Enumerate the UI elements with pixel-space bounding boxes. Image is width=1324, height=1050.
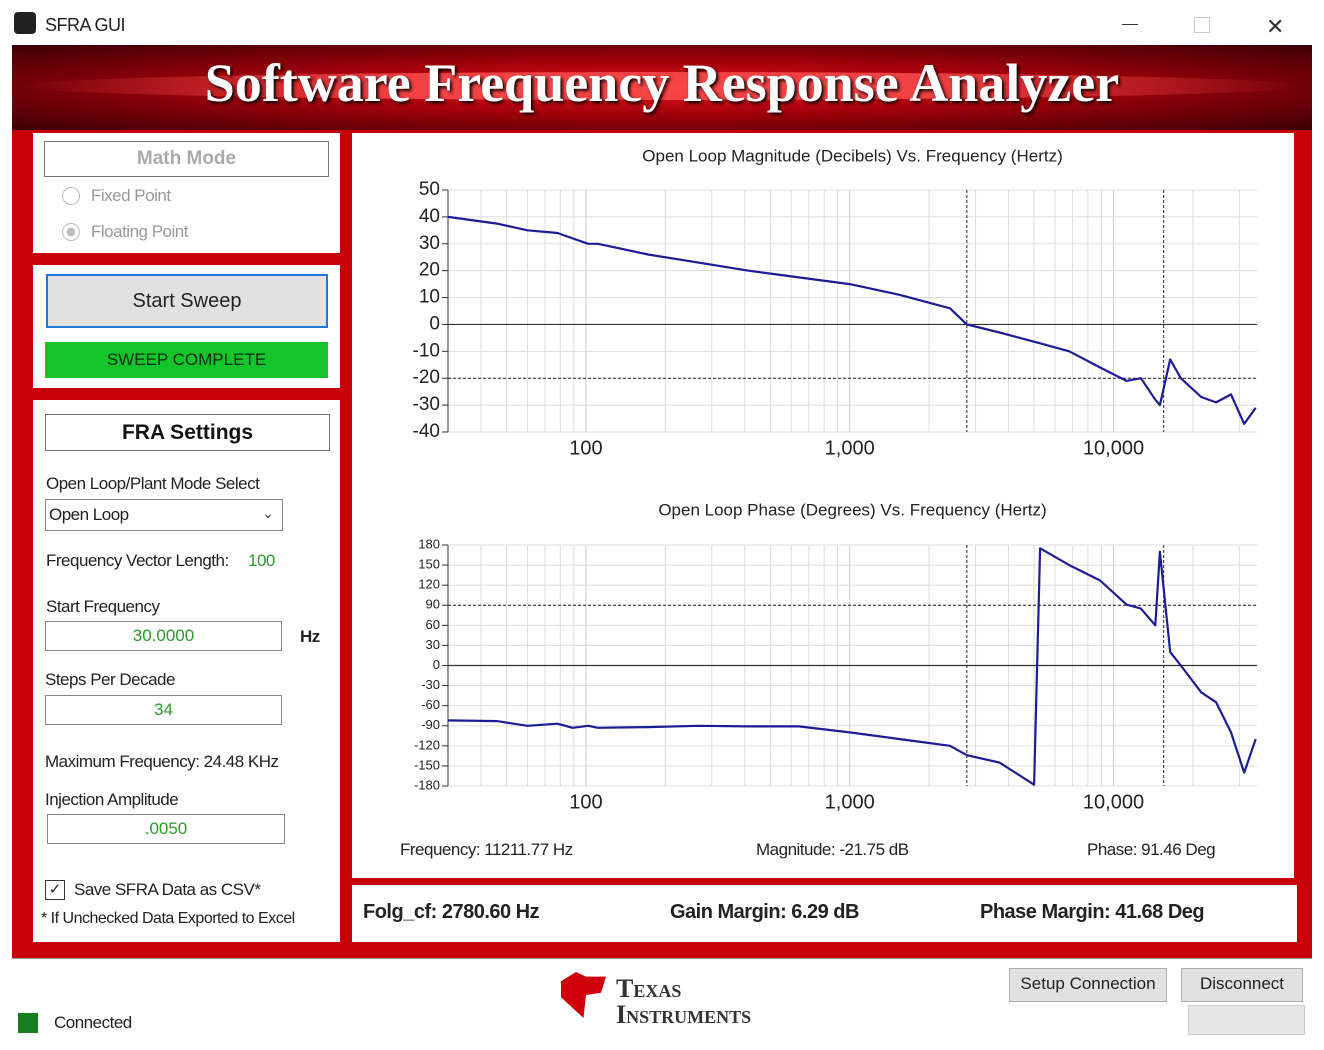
connection-status: Connected — [54, 1013, 132, 1032]
sweep-status: SWEEP COMPLETE — [45, 342, 328, 378]
window-title: SFRA GUI — [45, 15, 126, 35]
progress-bar — [1188, 1005, 1305, 1035]
footer-divider — [12, 958, 1312, 959]
x-tick-label: 100 — [569, 437, 602, 459]
ti-logo — [561, 972, 606, 1018]
fra-settings-title: FRA Settings — [45, 414, 330, 451]
charts: Open Loop Magnitude (Decibels) Vs. Frequ… — [413, 146, 1257, 813]
max-frequency: Maximum Frequency: 24.48 KHz — [45, 752, 279, 771]
data-line — [447, 547, 1257, 786]
mode-label: Open Loop/Plant Mode Select — [46, 474, 260, 493]
folg-cf: Folg_cf: 2780.60 Hz — [363, 901, 540, 923]
vector-length: 100 — [248, 551, 275, 570]
results-panel: Folg_cf: 2780.60 Hz Gain Margin: 6.29 dB… — [352, 885, 1297, 942]
y-tick-label: 30 — [419, 233, 440, 254]
y-tick-label: 20 — [419, 260, 440, 281]
y-tick-label: -120 — [414, 737, 440, 752]
start-freq-label: Start Frequency — [46, 597, 160, 616]
y-tick-label: -90 — [421, 717, 440, 732]
phase-margin: Phase Margin: 41.68 Deg — [980, 901, 1205, 923]
banner-title: Software Frequency Response Analyzer — [204, 53, 1120, 113]
option-fixed: Fixed Point — [91, 186, 171, 205]
gain-margin: Gain Margin: 6.29 dB — [670, 901, 859, 923]
y-tick-label: 150 — [418, 557, 440, 572]
y-tick-label: -20 — [413, 367, 440, 388]
minimize[interactable] — [1122, 24, 1138, 25]
steps-label: Steps Per Decade — [45, 670, 175, 689]
math-mode-title: Math Mode — [44, 141, 329, 177]
app-icon — [14, 12, 36, 34]
data-line — [447, 215, 1257, 425]
y-tick-label: 60 — [426, 617, 440, 632]
maximize[interactable] — [1194, 17, 1210, 33]
radio-floating[interactable] — [62, 223, 80, 241]
y-tick-label: -60 — [421, 697, 440, 712]
csv-label: Save SFRA Data as CSV* — [74, 880, 261, 899]
x-tick-label: 1,000 — [825, 791, 875, 813]
cursor-frequency: Frequency: 11211.77 Hz — [400, 840, 573, 859]
y-tick-label: 120 — [418, 577, 440, 592]
steps-input[interactable]: 34 — [45, 695, 282, 725]
y-tick-label: 40 — [419, 206, 440, 227]
start-sweep-button[interactable]: Start Sweep — [46, 274, 328, 328]
disconnect-button[interactable]: Disconnect — [1181, 968, 1303, 1002]
start-freq-input[interactable]: 30.0000 — [45, 621, 282, 651]
y-tick-label: -150 — [414, 757, 440, 772]
y-tick-label: -30 — [413, 394, 440, 415]
chart-title: Open Loop Phase (Degrees) Vs. Frequency … — [658, 500, 1046, 519]
injection-label: Injection Amplitude — [45, 790, 179, 809]
sweep-panel: Start Sweep SWEEP COMPLETE — [33, 265, 340, 388]
y-tick-label: 90 — [426, 597, 440, 612]
y-tick-label: -40 — [413, 421, 440, 442]
option-floating: Floating Point — [91, 222, 188, 241]
banner-swoosh — [20, 72, 1304, 100]
fra-settings-panel: FRA Settings Open Loop/Plant Mode Select… — [33, 400, 340, 942]
y-tick-label: 10 — [419, 287, 440, 308]
status-indicator — [18, 1013, 38, 1033]
y-tick-label: 180 — [418, 536, 440, 551]
csv-note: * If Unchecked Data Exported to Excel — [41, 910, 295, 927]
y-tick-label: 0 — [429, 313, 440, 334]
chart-panel: Open Loop Magnitude (Decibels) Vs. Frequ… — [352, 133, 1294, 878]
x-tick-label: 10,000 — [1083, 437, 1144, 459]
x-tick-label: 1,000 — [825, 437, 875, 459]
y-tick-label: -30 — [421, 677, 440, 692]
y-tick-label: 0 — [433, 657, 440, 672]
mode-select[interactable]: Open Loop ⌄ — [45, 499, 283, 531]
csv-checkbox[interactable]: ✓ — [45, 880, 65, 900]
setup-connection-button[interactable]: Setup Connection — [1009, 968, 1167, 1002]
x-tick-label: 100 — [569, 791, 602, 813]
close[interactable]: ✕ — [1266, 14, 1285, 39]
math-mode-panel: Math Mode Fixed Point Floating Point — [33, 133, 340, 253]
cursor-phase: Phase: 91.46 Deg — [1087, 840, 1216, 859]
start-freq-unit: Hz — [300, 627, 320, 646]
y-tick-label: -10 — [413, 340, 440, 361]
chart-title: Open Loop Magnitude (Decibels) Vs. Frequ… — [642, 146, 1062, 165]
ti-text-2: Instruments — [616, 1000, 752, 1029]
y-tick-label: 30 — [426, 637, 440, 652]
injection-input[interactable]: .0050 — [47, 814, 285, 844]
y-tick-label: -180 — [414, 777, 440, 792]
ti-text-1: Texas — [616, 974, 682, 1003]
cursor-magnitude: Magnitude: -21.75 dB — [756, 840, 909, 859]
dropdown-arrow: ⌄ — [262, 505, 274, 521]
radio-fixed[interactable] — [62, 187, 80, 205]
x-tick-label: 10,000 — [1083, 791, 1144, 813]
y-tick-label: 50 — [419, 179, 440, 200]
mode-value: Open Loop — [49, 505, 129, 524]
vector-length-label: Frequency Vector Length: — [46, 551, 229, 570]
